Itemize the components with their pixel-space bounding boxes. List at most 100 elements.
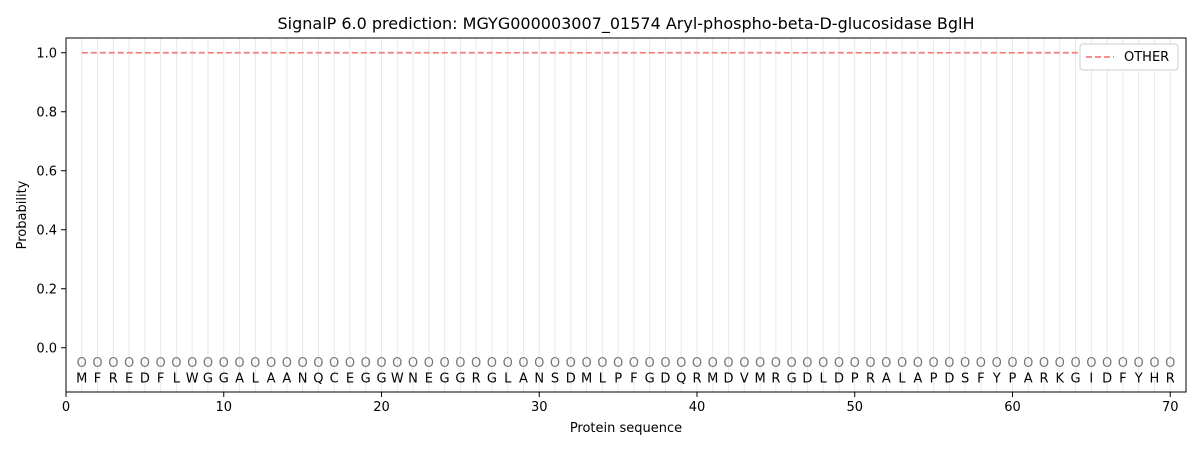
residue-label: R bbox=[1040, 371, 1049, 386]
residue-label: D bbox=[660, 371, 670, 386]
x-tick-label: 10 bbox=[215, 400, 232, 415]
region-label: O bbox=[234, 356, 244, 371]
residue-label: L bbox=[252, 371, 260, 386]
legend-box bbox=[1079, 43, 1179, 71]
region-label: O bbox=[376, 356, 386, 371]
region-label: O bbox=[361, 356, 371, 371]
residue-label: D bbox=[1102, 371, 1112, 386]
residue-label: Q bbox=[313, 371, 323, 386]
residue-label: H bbox=[1150, 371, 1160, 386]
residue-label: D bbox=[944, 371, 954, 386]
residue-label: A bbox=[882, 371, 891, 386]
residue-label: G bbox=[455, 371, 465, 386]
residue-label: N bbox=[534, 371, 544, 386]
region-label: O bbox=[171, 356, 181, 371]
legend-label-other: OTHER bbox=[1124, 50, 1169, 65]
region-label: O bbox=[581, 356, 591, 371]
region-label: O bbox=[392, 356, 402, 371]
residue-label: L bbox=[599, 371, 607, 386]
y-tick-label: 0.0 bbox=[36, 341, 57, 356]
region-label: O bbox=[1039, 356, 1049, 371]
region-label: O bbox=[865, 356, 875, 371]
residue-label: A bbox=[267, 371, 276, 386]
y-axis: 0.0 0.2 0.4 0.6 0.8 1.0 bbox=[36, 46, 66, 356]
region-label: O bbox=[976, 356, 986, 371]
residue-label: V bbox=[740, 371, 749, 386]
region-label: O bbox=[1070, 356, 1080, 371]
region-label: O bbox=[424, 356, 434, 371]
residue-label: R bbox=[692, 371, 701, 386]
region-label: O bbox=[266, 356, 276, 371]
legend: OTHER bbox=[1079, 43, 1179, 71]
y-tick-label: 0.2 bbox=[36, 282, 57, 297]
plot-frame bbox=[65, 37, 1187, 393]
region-label: O bbox=[660, 356, 670, 371]
residue-label: E bbox=[425, 371, 433, 386]
region-label: O bbox=[708, 356, 718, 371]
region-label: O bbox=[755, 356, 765, 371]
region-label: O bbox=[897, 356, 907, 371]
x-tick-label: 30 bbox=[531, 400, 548, 415]
residue-label: E bbox=[125, 371, 133, 386]
residue-label: R bbox=[866, 371, 875, 386]
residue-label: W bbox=[391, 371, 404, 386]
x-tick-label: 60 bbox=[1004, 400, 1021, 415]
chart-title: SignalP 6.0 prediction: MGYG000003007_01… bbox=[277, 14, 974, 34]
region-label: O bbox=[928, 356, 938, 371]
region-label: O bbox=[645, 356, 655, 371]
residue-label: F bbox=[94, 371, 101, 386]
residue-label: M bbox=[754, 371, 765, 386]
region-label: O bbox=[534, 356, 544, 371]
residue-label: A bbox=[1024, 371, 1033, 386]
region-label: O bbox=[518, 356, 528, 371]
residue-label: A bbox=[913, 371, 922, 386]
region-label: O bbox=[1023, 356, 1033, 371]
residue-label: G bbox=[440, 371, 450, 386]
residue-label: S bbox=[961, 371, 969, 386]
residue-label: I bbox=[1089, 371, 1093, 386]
residue-label: S bbox=[551, 371, 559, 386]
residue-label: L bbox=[898, 371, 906, 386]
residue-label: F bbox=[977, 371, 984, 386]
region-label: O bbox=[471, 356, 481, 371]
residue-label: F bbox=[630, 371, 637, 386]
region-label: O bbox=[1102, 356, 1112, 371]
y-axis-title: Probability bbox=[15, 180, 30, 249]
x-tick-label: 20 bbox=[373, 400, 390, 415]
residue-label: G bbox=[203, 371, 213, 386]
x-tick-label: 0 bbox=[62, 400, 70, 415]
region-label: O bbox=[566, 356, 576, 371]
region-label: O bbox=[329, 356, 339, 371]
region-label: O bbox=[345, 356, 355, 371]
region-label: O bbox=[282, 356, 292, 371]
region-label: O bbox=[298, 356, 308, 371]
region-label: O bbox=[455, 356, 465, 371]
residue-label: P bbox=[930, 371, 938, 386]
region-label: O bbox=[960, 356, 970, 371]
residue-label: N bbox=[408, 371, 418, 386]
region-label: O bbox=[1055, 356, 1065, 371]
region-label: O bbox=[881, 356, 891, 371]
residue-label: P bbox=[1009, 371, 1017, 386]
residue-label: N bbox=[298, 371, 308, 386]
region-label: O bbox=[156, 356, 166, 371]
residue-label: D bbox=[724, 371, 734, 386]
residue-label: Q bbox=[676, 371, 686, 386]
region-label: O bbox=[1007, 356, 1017, 371]
residue-label: P bbox=[851, 371, 859, 386]
region-label: O bbox=[944, 356, 954, 371]
region-label: O bbox=[203, 356, 213, 371]
region-label: O bbox=[408, 356, 418, 371]
region-label: O bbox=[850, 356, 860, 371]
region-label: O bbox=[487, 356, 497, 371]
grid-lines bbox=[81, 38, 1171, 392]
region-label: O bbox=[313, 356, 323, 371]
y-tick-label: 1.0 bbox=[36, 46, 57, 61]
region-label: O bbox=[771, 356, 781, 371]
residue-label: F bbox=[157, 371, 164, 386]
residue-label: A bbox=[282, 371, 291, 386]
region-label: O bbox=[108, 356, 118, 371]
x-tick-label: 70 bbox=[1162, 400, 1179, 415]
residue-label: R bbox=[109, 371, 118, 386]
